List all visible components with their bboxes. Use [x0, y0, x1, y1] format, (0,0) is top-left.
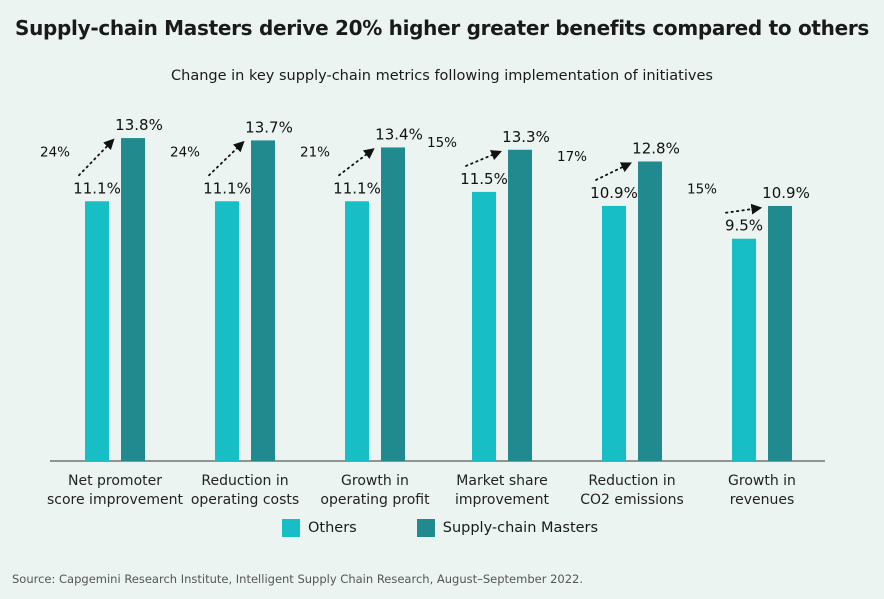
chart-title: Supply-chain Masters derive 20% higher g… [14, 16, 870, 40]
uplift-arrow [595, 162, 632, 181]
category-label: Growth in [341, 473, 409, 489]
data-label-others: 11.1% [333, 179, 381, 197]
data-label-others: 9.5% [725, 217, 763, 235]
category-label: score improvement [47, 492, 184, 508]
uplift-arrow [465, 150, 502, 167]
bar-masters [768, 205, 792, 461]
category-label: Market share [456, 473, 547, 489]
legend-label-others: Others [308, 520, 357, 536]
legend-swatch-others [282, 519, 300, 537]
legend: Others Supply-chain Masters [282, 519, 658, 537]
bar-masters [638, 161, 662, 462]
bar-others [602, 205, 626, 461]
bar-masters [508, 149, 532, 461]
category-label: Net promoter [68, 473, 162, 489]
uplift-label: 15% [687, 182, 717, 198]
category-label: operating costs [191, 492, 299, 508]
bar-masters [381, 147, 405, 461]
legend-label-masters: Supply-chain Masters [442, 520, 599, 536]
uplift-label: 24% [170, 144, 200, 160]
data-label-masters: 13.8% [115, 116, 163, 134]
uplift-label: 21% [300, 144, 330, 160]
uplift-label: 24% [40, 144, 70, 160]
data-label-masters: 13.4% [375, 125, 423, 143]
bar-others [472, 191, 496, 461]
data-label-others: 10.9% [590, 184, 638, 202]
category-label: Reduction in [201, 473, 288, 489]
bar-others [732, 238, 756, 461]
bar-others [215, 201, 239, 461]
bar-masters [251, 140, 275, 462]
category-label: operating profit [320, 492, 430, 508]
data-label-masters: 12.8% [632, 139, 680, 157]
data-label-others: 11.1% [73, 179, 121, 197]
bar-others [85, 201, 109, 461]
data-label-masters: 13.3% [502, 128, 550, 146]
uplift-arrow [208, 140, 245, 177]
uplift-label: 15% [427, 135, 457, 151]
data-label-masters: 13.7% [245, 118, 293, 136]
legend-item-others: Others [282, 519, 357, 537]
uplift-arrow [725, 203, 763, 215]
uplift-arrow [338, 148, 375, 177]
source-note: Source: Capgemini Research Institute, In… [12, 572, 584, 586]
bar-others [345, 201, 369, 461]
category-label: revenues [730, 492, 795, 508]
uplift-arrow [78, 138, 115, 177]
data-label-masters: 10.9% [762, 184, 810, 202]
legend-swatch-masters [416, 519, 435, 537]
uplift-label: 17% [557, 149, 587, 165]
category-label: Reduction in [588, 473, 675, 489]
bar-masters [121, 138, 145, 461]
data-label-others: 11.1% [203, 179, 251, 197]
data-label-others: 11.5% [460, 170, 508, 188]
category-label: CO2 emissions [580, 492, 684, 508]
category-label: Growth in [728, 473, 796, 489]
category-label: improvement [455, 492, 549, 508]
legend-item-masters: Supply-chain Masters [416, 519, 599, 537]
chart-subtitle: Change in key supply-chain metrics follo… [171, 68, 713, 84]
